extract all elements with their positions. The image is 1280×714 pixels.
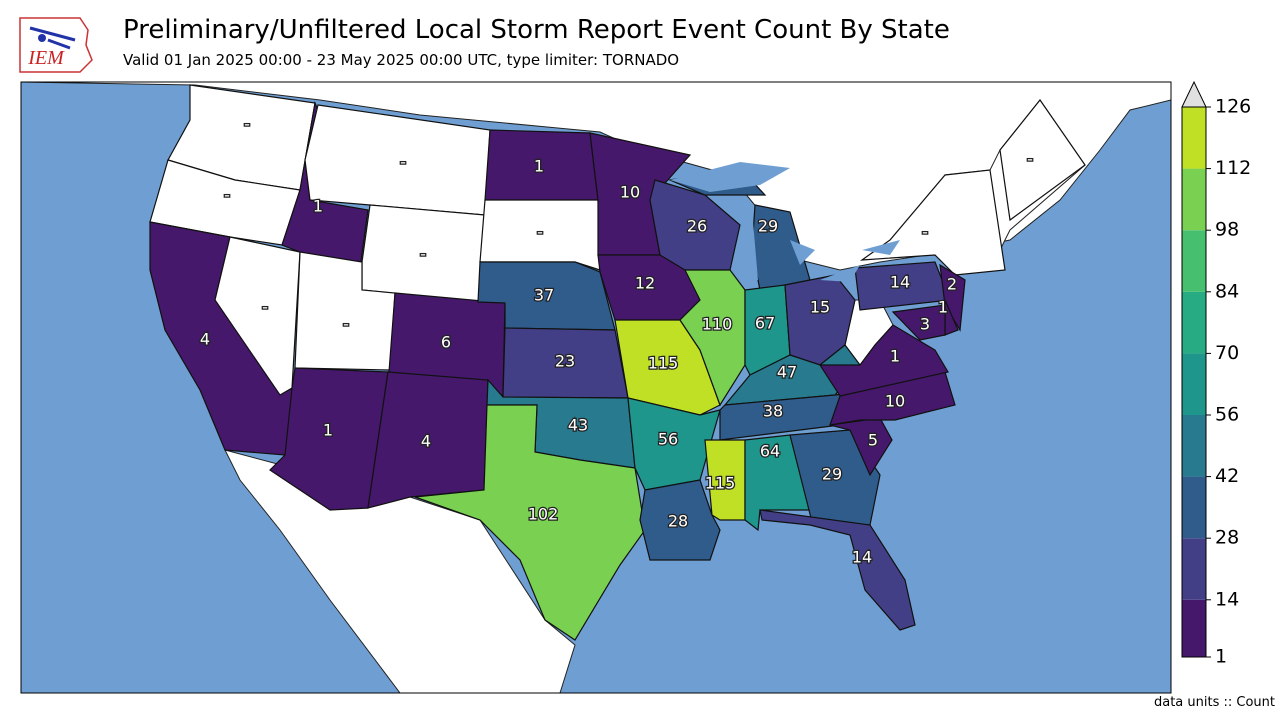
state-label: 3 [920, 315, 930, 334]
state-label: 56 [658, 430, 678, 449]
colorbar-bin [1182, 168, 1206, 231]
footer: data units :: Count [1154, 695, 1275, 710]
colorbar-tick-label: 1 [1215, 646, 1227, 668]
logo-text: IEM [27, 47, 65, 69]
state [704, 439, 746, 521]
state-label: 12 [635, 274, 655, 293]
colorbar-bin [1182, 353, 1206, 415]
colorbar-tick-label: 112 [1215, 157, 1251, 179]
state-label: 47 [777, 363, 797, 382]
colorbar-bin [1182, 476, 1206, 539]
state-label: 115 [648, 354, 679, 373]
state-label: 4 [200, 330, 210, 349]
state-label: 14 [852, 548, 872, 567]
state-label: - [343, 315, 349, 334]
labels: --4-1---6141-372343102101211556282611029… [199, 113, 1034, 568]
state [759, 509, 916, 631]
colorbar-tick-label: 14 [1215, 588, 1239, 610]
state-label: 6 [441, 333, 451, 352]
subtitle: Valid 01 Jan 2025 00:00 - 23 May 2025 00… [123, 51, 679, 69]
state [789, 429, 881, 526]
colorbar-bin [1182, 415, 1206, 477]
state [639, 479, 721, 561]
title: Preliminary/Unfiltered Local Storm Repor… [123, 15, 950, 45]
colorbar-bin [1182, 107, 1206, 169]
state [891, 304, 946, 341]
state [818, 324, 949, 397]
state-label: 1 [938, 298, 948, 317]
state-label: 1 [534, 157, 544, 176]
state-label: 29 [822, 465, 842, 484]
state [214, 236, 301, 396]
state-label: - [244, 115, 250, 134]
state-label: 115 [705, 474, 736, 493]
lakes [670, 162, 900, 282]
state-label: 4 [421, 432, 431, 451]
frame [20, 81, 1172, 694]
colorbar-border [1181, 106, 1207, 658]
state [479, 199, 601, 271]
state-label: - [537, 223, 543, 242]
colorbar-over [1181, 80, 1207, 108]
colorbar-bin [1182, 230, 1206, 292]
state-label: 67 [755, 314, 775, 333]
colorbar-tick-label: 56 [1215, 404, 1239, 426]
state-label: 1 [313, 197, 323, 216]
state-label: - [1027, 150, 1033, 169]
state-label: 110 [702, 315, 733, 334]
state-label: 10 [620, 183, 640, 202]
state-label: 43 [568, 416, 588, 435]
state [679, 269, 746, 407]
state-label: 5 [868, 431, 878, 450]
state-label: - [224, 186, 230, 205]
state-label: 26 [687, 217, 707, 236]
state-label: 37 [534, 286, 554, 305]
state-label: - [922, 223, 928, 242]
state-label: 28 [668, 512, 688, 531]
state-label: 23 [555, 352, 575, 371]
colorbar-bin [1182, 291, 1206, 354]
state-label: 10 [885, 392, 905, 411]
state-label: 38 [763, 402, 783, 421]
colorbar-tick-label: 84 [1215, 280, 1239, 302]
state-label: - [420, 245, 426, 264]
states [149, 84, 1086, 641]
colorbar-tick-label: 70 [1215, 342, 1239, 364]
state-label: 14 [890, 273, 910, 292]
colorbar-tick-label: 126 [1215, 96, 1251, 118]
state-label: - [400, 153, 406, 172]
state-label: - [262, 298, 268, 317]
colorbar-tick-label: 28 [1215, 527, 1239, 549]
state-label: 2 [947, 275, 957, 294]
state-label: 1 [890, 347, 900, 366]
state [414, 404, 646, 641]
state [999, 98, 1086, 222]
state-label: 64 [760, 442, 780, 461]
state-label: 1 [323, 421, 333, 440]
colorbar: 1 14 28 42 56 70 84 98 112 126 [1181, 80, 1251, 668]
colorbar-bin [1182, 599, 1206, 657]
colorbar-tick-label: 98 [1215, 219, 1239, 241]
state-label: 29 [758, 217, 778, 236]
state-label: 102 [528, 505, 559, 524]
state-label: 15 [810, 298, 830, 317]
state [859, 169, 1006, 276]
colorbar-tick-label: 42 [1215, 465, 1239, 487]
state [939, 263, 966, 332]
colorbar-bin [1182, 538, 1206, 600]
logo: IEM [19, 17, 93, 73]
